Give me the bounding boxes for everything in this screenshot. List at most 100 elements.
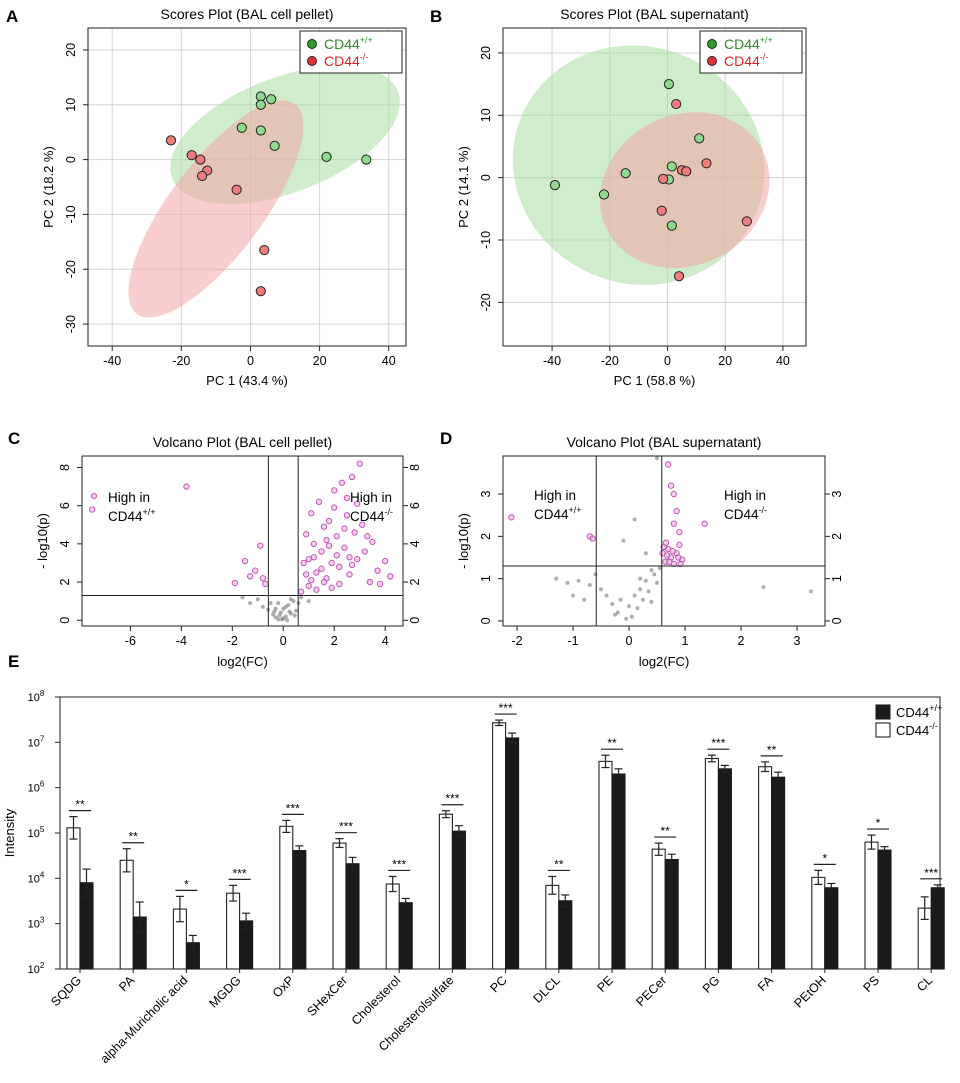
data-point-ko [671, 98, 682, 110]
nonsignificant-point [613, 612, 617, 617]
right-y-tick-label: 8 [408, 464, 422, 471]
significant-point [670, 520, 677, 527]
bar-ko [545, 884, 560, 970]
significant-point [356, 460, 363, 467]
nonsignificant-point [306, 599, 311, 604]
significant-point [336, 580, 343, 588]
category-label: PG [700, 973, 723, 996]
category-label: PEtOH [792, 973, 829, 1010]
x-tick-label: -40 [543, 354, 561, 368]
right-y-tick-label: 1 [830, 575, 844, 582]
x-tick-label: -20 [601, 354, 619, 368]
right-y-tick-label: 6 [408, 502, 422, 509]
x-tick-label: 1 [682, 634, 689, 648]
y-axis-label: - log10(p) [456, 513, 471, 569]
nonsignificant-point [255, 597, 260, 602]
nonsignificant-point [593, 572, 598, 577]
x-axis-label: PC 1 (43.4 %) [206, 373, 288, 388]
x-tick-label: -1 [567, 634, 578, 648]
nonsignificant-point [240, 595, 245, 600]
significant-point [665, 461, 672, 468]
x-tick-label: 2 [331, 634, 338, 648]
data-point-wt [666, 161, 677, 172]
significant-point [353, 555, 361, 563]
significant-point [331, 504, 338, 511]
y-tick-base: 10 [28, 692, 40, 704]
bar-ko [279, 825, 294, 970]
legend-label-sup: +/+ [760, 35, 773, 45]
significant-point [346, 571, 353, 578]
data-point-ko [673, 271, 685, 282]
bar-ko [598, 760, 613, 970]
category-label: SQDG [48, 973, 84, 1009]
chart-title: Volcano Plot (BAL cell pellet) [153, 434, 332, 450]
right-y-tick-label: 4 [408, 540, 422, 547]
plot-area [503, 456, 825, 626]
annotation-line2: CD44-/- [724, 505, 767, 522]
chart-title: Scores Plot (BAL cell pellet) [161, 6, 334, 22]
significant-point [303, 571, 310, 578]
significant-point [89, 506, 96, 513]
significance-label: *** [392, 857, 406, 871]
legend-label-sup: +/+ [929, 703, 942, 713]
bar-wt [505, 737, 520, 970]
significance-label: ** [75, 798, 85, 812]
annotation-line2: CD44+/+ [108, 507, 156, 524]
chart-title: Volcano Plot (BAL supernatant) [567, 434, 762, 450]
data-point-ko [658, 173, 669, 184]
x-tick-label: 20 [718, 354, 732, 368]
data-point-ko [681, 166, 692, 177]
significant-point [662, 539, 670, 546]
x-tick-label: 0 [626, 634, 633, 648]
significant-point [300, 559, 307, 567]
bar-wt [717, 768, 732, 970]
data-point-wt [236, 122, 247, 133]
y-tick-label: -10 [64, 205, 78, 223]
significant-point [310, 540, 317, 548]
nonsignificant-point [761, 585, 766, 590]
nonsignificant-point [248, 601, 253, 606]
nonsignificant-point [638, 576, 643, 581]
legend-box [299, 30, 403, 74]
x-tick-label: 0 [247, 354, 254, 368]
y-tick-label: 106 [28, 780, 45, 795]
nonsignificant-point [657, 566, 662, 571]
y-tick-base: 10 [28, 828, 40, 840]
y-tick-label: 104 [28, 870, 45, 885]
significant-point [315, 498, 323, 505]
significant-point [246, 573, 254, 580]
y-tick-label: 20 [479, 46, 493, 60]
y-tick-label: 0 [479, 617, 493, 624]
nonsignificant-point [285, 618, 290, 623]
nonsignificant-point [279, 617, 284, 622]
bar-ko [438, 813, 453, 970]
right-y-tick-label: 2 [830, 533, 844, 540]
significant-point [183, 483, 190, 490]
plot-frame [502, 27, 807, 347]
legend-label-ko: CD44-/- [324, 52, 368, 69]
x-tick-label: -20 [172, 354, 190, 368]
plot-area [503, 28, 806, 346]
bar-ko [864, 841, 879, 970]
x-tick-label: -6 [125, 634, 136, 648]
panel-letter-e: E [8, 652, 19, 671]
significant-point [338, 479, 346, 486]
significant-point [589, 535, 596, 542]
significance-label: * [184, 877, 189, 891]
legend-label-base: CD44 [324, 36, 360, 52]
annotation-base: CD44 [534, 507, 569, 522]
y-tick-label: 0 [58, 617, 72, 624]
bar-wt [451, 830, 466, 970]
bar-ko [704, 757, 719, 970]
significant-point [318, 565, 325, 572]
bar-wt [345, 863, 360, 970]
significance-label: ** [607, 736, 617, 750]
data-point-wt [255, 125, 266, 136]
plot-area [82, 456, 403, 626]
significance-label: * [876, 816, 881, 830]
annotation-line1: High in [350, 490, 392, 505]
nonsignificant-point [618, 597, 623, 602]
significant-point [508, 514, 515, 521]
y-tick-exponent: 4 [40, 870, 45, 879]
y-tick-label: -20 [64, 260, 78, 278]
